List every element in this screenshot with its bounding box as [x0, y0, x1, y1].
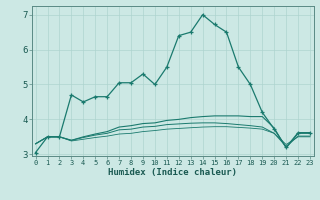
X-axis label: Humidex (Indice chaleur): Humidex (Indice chaleur) [108, 168, 237, 177]
